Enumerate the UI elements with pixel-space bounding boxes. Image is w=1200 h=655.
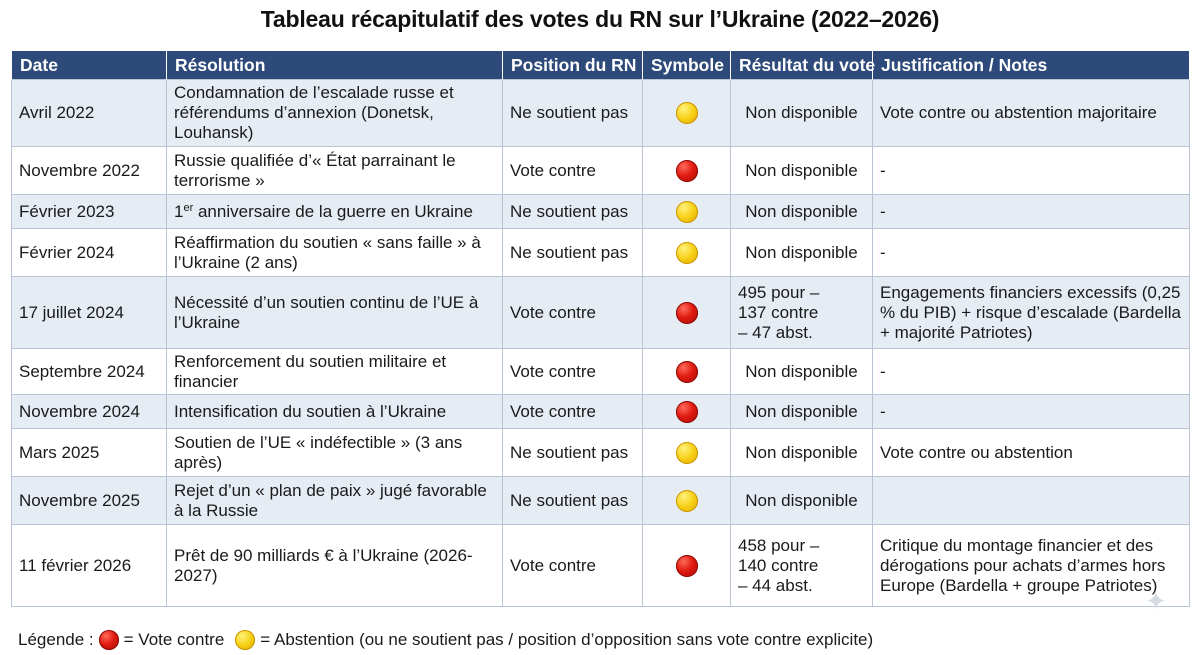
- table-row: Mars 2025 Soutien de l’UE « indéfectible …: [11, 428, 1190, 477]
- cell-symbol: [642, 394, 731, 429]
- cell-position: Ne soutient pas: [502, 194, 643, 229]
- yellow-circle-icon: [675, 441, 698, 464]
- cell-date: Mars 2025: [11, 428, 167, 477]
- cell-symbol: [642, 428, 731, 477]
- cell-notes: -: [872, 228, 1190, 277]
- cell-result: Non disponible: [730, 194, 873, 229]
- cell-notes: -: [872, 348, 1190, 395]
- cell-date: Février 2024: [11, 228, 167, 277]
- cell-result: Non disponible: [730, 476, 873, 525]
- cell-symbol: [642, 194, 731, 229]
- cell-resolution: Rejet d’un « plan de paix » jugé favorab…: [166, 476, 503, 525]
- yellow-circle-icon: [675, 241, 698, 264]
- cell-date: Novembre 2025: [11, 476, 167, 525]
- cell-result: Non disponible: [730, 428, 873, 477]
- cell-result: Non disponible: [730, 348, 873, 395]
- cell-position: Vote contre: [502, 394, 643, 429]
- cell-date: Novembre 2024: [11, 394, 167, 429]
- column-header-notes: Justification / Notes: [872, 51, 1190, 80]
- table-row: Septembre 2024 Renforcement du soutien mi…: [11, 348, 1190, 395]
- cell-date: Avril 2022: [11, 79, 167, 147]
- table-row: Février 2023 1er anniversaire de la guerr…: [11, 194, 1190, 229]
- cell-position: Ne soutient pas: [502, 228, 643, 277]
- table-row: 17 juillet 2024 Nécessité d’un soutien co…: [11, 276, 1190, 349]
- column-header-position: Position du RN: [502, 51, 643, 80]
- cell-notes: -: [872, 194, 1190, 229]
- cell-symbol: [642, 146, 731, 195]
- cell-notes: -: [872, 146, 1190, 195]
- red-circle-icon: [675, 301, 698, 324]
- cell-position: Ne soutient pas: [502, 428, 643, 477]
- red-circle-icon: [675, 554, 698, 577]
- cell-date: Septembre 2024: [11, 348, 167, 395]
- cell-notes: Critique du montage financier et des dér…: [872, 524, 1190, 607]
- cell-symbol: [642, 79, 731, 147]
- table-row: Novembre 2024 Intensification du soutien …: [11, 394, 1190, 429]
- cell-date: 11 février 2026: [11, 524, 167, 607]
- cell-resolution: 1er anniversaire de la guerre en Ukraine: [166, 194, 503, 229]
- cell-notes: [872, 476, 1190, 525]
- table-row: 11 février 2026 Prêt de 90 milliards € à …: [11, 524, 1190, 607]
- yellow-circle-icon: [675, 102, 698, 124]
- table-row: Novembre 2022 Russie qualifiée d’« État p…: [11, 146, 1190, 195]
- cell-resolution: Renforcement du soutien militaire et fin…: [166, 348, 503, 395]
- cell-result: Non disponible: [730, 146, 873, 195]
- cell-position: Ne soutient pas: [502, 476, 643, 525]
- legend-yellow-label: = Abstention (ou ne soutient pas / posit…: [260, 630, 874, 649]
- sparkle-icon: ✦: [1145, 586, 1167, 616]
- cell-resolution: Réaffirmation du soutien « sans faille »…: [166, 228, 503, 277]
- cell-result: Non disponible: [730, 394, 873, 429]
- cell-resolution: Prêt de 90 milliards € à l’Ukraine (2026…: [166, 524, 503, 607]
- yellow-circle-icon: [675, 489, 698, 512]
- table-row: Avril 2022 Condamnation de l’escalade rus…: [11, 79, 1190, 147]
- red-circle-icon: [675, 360, 698, 383]
- cell-notes: Vote contre ou abstention: [872, 428, 1190, 477]
- cell-result: 458 pour – 140 contre – 44 abst.: [730, 524, 873, 607]
- column-header-resolution: Résolution: [166, 51, 503, 80]
- cell-position: Vote contre: [502, 348, 643, 395]
- cell-symbol: [642, 348, 731, 395]
- table-header-row: Date Résolution Position du RN Symbole R…: [11, 51, 1190, 80]
- resolution-text: anniversaire de la guerre en Ukraine: [193, 201, 473, 221]
- cell-result: Non disponible: [730, 79, 873, 147]
- cell-notes: Engagements financiers excessifs (0,25 %…: [872, 276, 1190, 349]
- cell-symbol: [642, 276, 731, 349]
- column-header-result: Résultat du vote: [730, 51, 875, 80]
- cell-position: Vote contre: [502, 524, 643, 607]
- votes-table: Date Résolution Position du RN Symbole R…: [11, 51, 1190, 607]
- cell-result: 495 pour – 137 contre – 47 abst.: [730, 276, 873, 349]
- column-header-date: Date: [11, 51, 167, 80]
- cell-position: Ne soutient pas: [502, 79, 643, 147]
- cell-symbol: [642, 228, 731, 277]
- cell-resolution: Russie qualifiée d’« État parrainant le …: [166, 146, 503, 195]
- legend: Légende : = Vote contre = Abstention (ou…: [18, 630, 873, 650]
- cell-resolution: Condamnation de l’escalade russe et réfé…: [166, 79, 503, 147]
- cell-resolution: Intensification du soutien à l’Ukraine: [166, 394, 503, 429]
- red-circle-icon: [675, 400, 698, 423]
- cell-result: Non disponible: [730, 228, 873, 277]
- cell-symbol: [642, 524, 731, 607]
- resolution-ordinal: 1: [174, 201, 184, 221]
- cell-date: Novembre 2022: [11, 146, 167, 195]
- cell-position: Vote contre: [502, 276, 643, 349]
- cell-date: 17 juillet 2024: [11, 276, 167, 349]
- resolution-ordinal-suffix: er: [183, 201, 194, 214]
- legend-prefix: Légende :: [18, 630, 94, 649]
- column-header-symbol: Symbole: [642, 51, 731, 80]
- red-circle-icon: [675, 159, 698, 182]
- yellow-circle-icon: [235, 630, 256, 650]
- cell-notes: Vote contre ou abstention majoritaire: [872, 79, 1190, 147]
- yellow-circle-icon: [675, 200, 698, 223]
- page-title: Tableau récapitulatif des votes du RN su…: [260, 6, 940, 32]
- cell-symbol: [642, 476, 731, 525]
- cell-notes: -: [872, 394, 1190, 429]
- table-row: Novembre 2025 Rejet d’un « plan de paix »…: [11, 476, 1190, 525]
- legend-red-label: = Vote contre: [123, 630, 225, 649]
- red-circle-icon: [98, 630, 119, 650]
- table-row: Février 2024 Réaffirmation du soutien « s…: [11, 228, 1190, 277]
- cell-resolution: Soutien de l’UE « indéfectible » (3 ans …: [166, 428, 503, 477]
- cell-resolution: Nécessité d’un soutien continu de l’UE à…: [166, 276, 503, 349]
- cell-position: Vote contre: [502, 146, 643, 195]
- cell-date: Février 2023: [11, 194, 167, 229]
